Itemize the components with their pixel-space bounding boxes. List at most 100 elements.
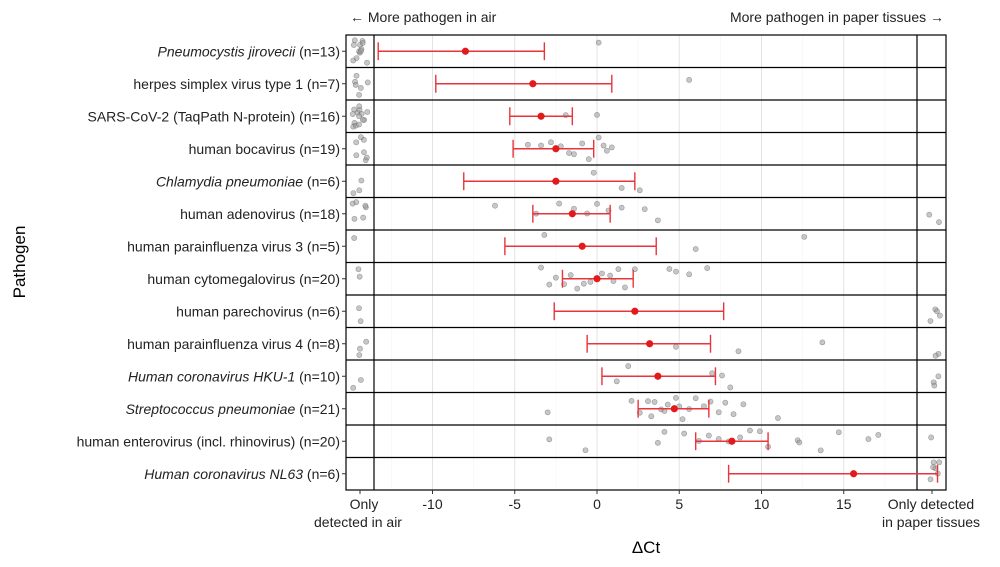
data-point (692, 395, 699, 402)
x-tick-label: 5 (675, 496, 683, 512)
data-point (692, 246, 699, 252)
pathogen-label: human enterovirus (incl. rhinovirus) (n=… (77, 433, 340, 449)
data-point-air-only (351, 37, 358, 44)
data-point (556, 200, 563, 207)
data-point-air-only (355, 266, 362, 273)
pathogen-count: (n=7) (307, 76, 340, 92)
x-tick-label: 10 (754, 496, 770, 512)
pathogen-count: (n=5) (307, 238, 340, 254)
data-point (730, 411, 737, 418)
data-point (735, 348, 742, 355)
data-point (546, 436, 553, 443)
data-point (613, 378, 620, 385)
data-point (645, 398, 651, 405)
data-point (705, 432, 712, 439)
pathogen-count: (n=6) (307, 303, 340, 319)
data-point (525, 141, 531, 148)
data-point (618, 185, 625, 191)
data-point (544, 409, 551, 416)
data-point (579, 140, 586, 147)
x-tick-label-air-only-2: detected in air (314, 514, 402, 530)
data-point (548, 139, 554, 146)
data-point (679, 416, 686, 423)
data-point (625, 363, 632, 369)
pathogen-label: SARS-CoV-2 (TaqPath N-protein) (n=16) (88, 108, 341, 124)
mean-point (646, 340, 654, 348)
data-point-tissue-only (928, 434, 935, 441)
data-point (587, 279, 594, 285)
x-tick-label: 0 (593, 496, 601, 512)
data-point (594, 200, 600, 207)
data-point-air-only (356, 305, 362, 312)
pathogen-label: Chlamydia pneumoniae (n=6) (156, 173, 340, 189)
data-point-air-only (363, 154, 370, 161)
data-point (585, 156, 592, 163)
mean-point (529, 80, 537, 88)
data-point (704, 265, 711, 271)
data-point-air-only (353, 139, 360, 146)
pathogen-name: Streptococcus pneumoniae (126, 401, 300, 417)
mean-point (552, 145, 560, 153)
data-point-tissue-only (927, 318, 934, 324)
data-point-tissue-only (930, 459, 937, 466)
pathogen-label: human parainfluenza virus 3 (n=5) (127, 238, 340, 254)
y-axis-title: Pathogen (10, 226, 29, 299)
data-point-tissue-only (934, 308, 940, 315)
data-point-tissue-only (936, 312, 943, 319)
data-point (835, 429, 842, 436)
data-point-air-only (356, 121, 362, 128)
data-point (747, 427, 753, 434)
mean-point (654, 372, 662, 380)
annotation-more-in-tissues: More pathogen in paper tissues → (730, 9, 944, 25)
x-axis-title: ΔCt (632, 538, 661, 557)
pathogen-label: Human coronavirus NL63 (n=6) (144, 466, 340, 482)
pathogen-count: (n=6) (307, 173, 340, 189)
data-point (722, 399, 729, 406)
data-point (796, 439, 803, 446)
pathogen-count: (n=16) (299, 108, 340, 124)
data-point-air-only (353, 55, 360, 62)
data-point (552, 274, 559, 281)
data-point-air-only (364, 109, 371, 115)
data-point-air-only (357, 134, 364, 141)
data-point-air-only (353, 72, 360, 79)
data-point (701, 403, 707, 410)
data-point (727, 384, 734, 391)
pathogen-name: Chlamydia pneumoniae (156, 173, 307, 189)
data-point-tissue-only (927, 476, 934, 483)
pathogen-label: human parechovirus (n=6) (176, 303, 340, 319)
data-point-air-only (350, 190, 357, 197)
data-point-tissue-only (932, 352, 939, 359)
pathogen-count: (n=20) (299, 433, 340, 449)
pathogen-name: human parechovirus (176, 303, 307, 319)
data-point-air-only (359, 40, 366, 46)
data-point (673, 394, 679, 401)
pathogen-label: human parainfluenza virus 4 (n=8) (127, 336, 340, 352)
data-point (756, 428, 763, 435)
data-point (538, 264, 544, 271)
data-point (681, 430, 688, 437)
data-point (571, 151, 577, 158)
data-point-air-only (357, 345, 363, 352)
data-point (615, 266, 622, 273)
data-point (580, 280, 587, 287)
data-point (628, 397, 635, 404)
data-point-air-only (351, 235, 358, 241)
data-point (590, 169, 597, 176)
data-point (865, 436, 872, 442)
data-point-air-only (356, 352, 363, 359)
data-point (666, 266, 673, 272)
data-point (673, 268, 679, 275)
mean-point (631, 307, 639, 315)
x-tick-label: -5 (509, 496, 522, 512)
pathogen-count: (n=18) (299, 206, 340, 222)
x-tick-label-air-only: Only (350, 496, 379, 512)
data-point-air-only (357, 377, 364, 383)
pathogen-count: (n=13) (299, 43, 340, 59)
data-point (661, 428, 668, 435)
pathogen-label: Pneumocystis jirovecii (n=13) (158, 43, 340, 59)
pathogen-label: human adenovirus (n=18) (180, 206, 340, 222)
data-point-tissue-only (930, 464, 937, 471)
